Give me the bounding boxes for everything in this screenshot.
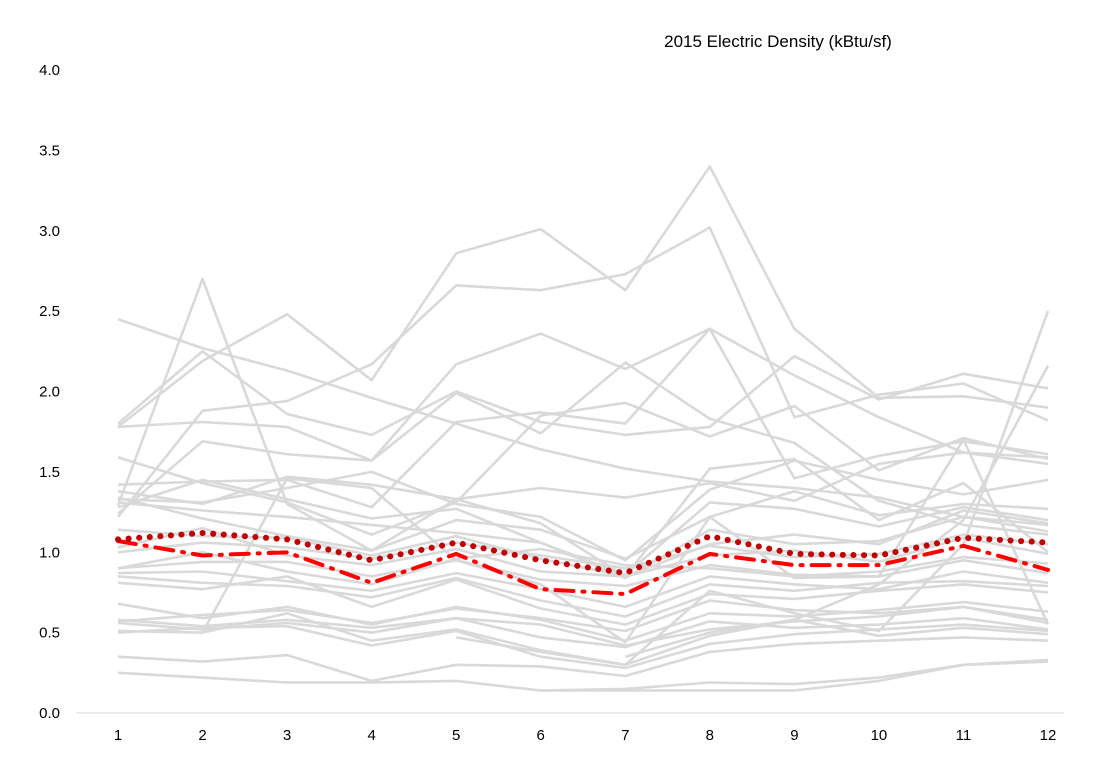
x-tick-label: 10 xyxy=(871,727,888,744)
x-tick-label: 6 xyxy=(537,727,545,744)
x-tick-label: 1 xyxy=(114,727,122,744)
building-series-line xyxy=(117,547,1049,586)
building-series-line xyxy=(624,365,1050,658)
y-tick-label: 0.0 xyxy=(39,705,60,722)
building-series-line xyxy=(117,401,1049,536)
chart-title: 2015 Electric Density (kBtu/sf) xyxy=(664,32,892,51)
x-tick-label: 9 xyxy=(790,727,798,744)
y-tick-label: 2.0 xyxy=(39,384,60,401)
y-tick-label: 4.0 xyxy=(39,62,60,79)
building-series-line xyxy=(117,451,1049,506)
building-series-line xyxy=(117,361,1049,536)
building-series-line xyxy=(117,509,1049,578)
building-series-line xyxy=(117,317,1049,527)
y-tick-label: 3.5 xyxy=(39,142,60,159)
y-tick-label: 2.5 xyxy=(39,303,60,320)
building-series-line xyxy=(117,165,1049,428)
dotted-series-line xyxy=(115,529,1051,577)
building-series-line xyxy=(117,501,1049,580)
building-series-line xyxy=(201,438,1050,644)
x-axis-tick-labels: 1 2 3 4 5 6 7 8 9 10 11 12 xyxy=(114,727,1057,744)
building-series-line xyxy=(540,658,1049,692)
building-series-line xyxy=(117,327,1049,466)
building-series-line xyxy=(117,327,1049,509)
y-tick-label: 3.0 xyxy=(39,223,60,240)
building-series-line xyxy=(117,616,1049,649)
building-series-line xyxy=(117,575,1049,626)
x-tick-label: 11 xyxy=(956,727,972,744)
y-tick-label: 0.5 xyxy=(39,625,60,642)
building-series-line xyxy=(455,310,1050,667)
y-axis-tick-labels: 0.0 0.5 1.0 1.5 2.0 2.5 3.0 3.5 4.0 xyxy=(39,62,60,722)
x-tick-label: 2 xyxy=(198,727,206,744)
x-tick-label: 7 xyxy=(621,727,629,744)
building-series-line xyxy=(117,600,1049,642)
building-series-line xyxy=(117,623,1049,670)
building-series-line xyxy=(117,599,1049,633)
x-tick-label: 5 xyxy=(452,727,460,744)
x-tick-label: 8 xyxy=(706,727,714,744)
x-tick-label: 4 xyxy=(367,727,375,744)
x-tick-label: 12 xyxy=(1040,727,1057,744)
building-series-line xyxy=(116,226,1049,518)
y-tick-label: 1.5 xyxy=(39,464,60,481)
series-layer xyxy=(115,165,1051,692)
building-series-line xyxy=(117,636,1049,683)
building-series-line xyxy=(117,575,1049,618)
y-tick-label: 1.0 xyxy=(39,544,60,561)
building-series-line xyxy=(117,489,1049,560)
building-series-line xyxy=(117,478,1049,577)
building-series-line xyxy=(117,459,1049,562)
x-tick-label: 3 xyxy=(283,727,291,744)
dashdot-series-line xyxy=(116,539,1050,597)
